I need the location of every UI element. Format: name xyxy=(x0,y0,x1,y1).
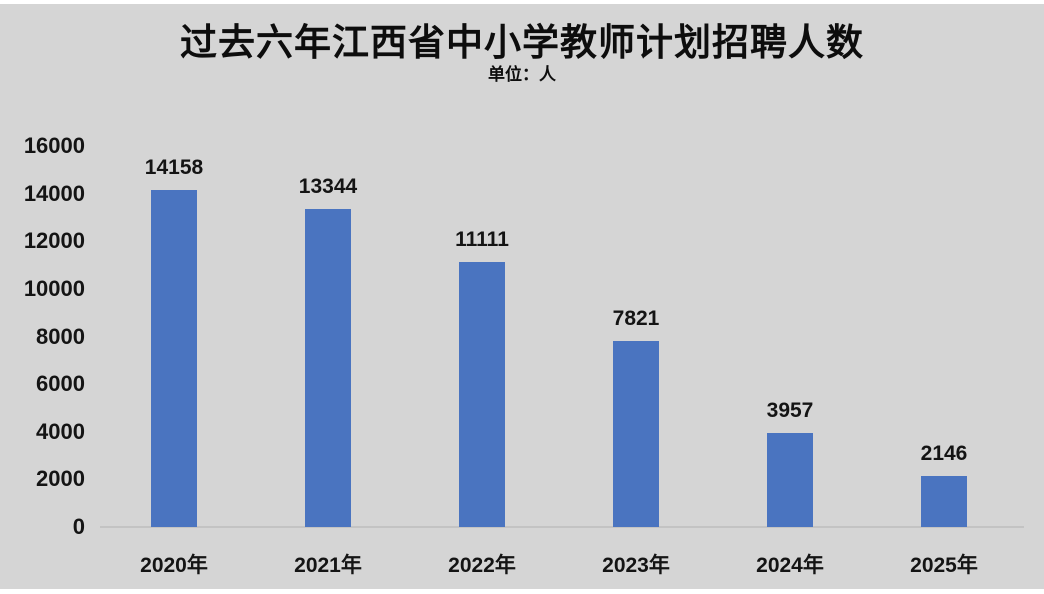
x-tick-label: 2020年 xyxy=(140,554,208,577)
y-tick-label: 2000 xyxy=(36,466,85,492)
chart-title: 过去六年江西省中小学教师计划招聘人数 xyxy=(180,22,864,63)
bar-value-label: 13344 xyxy=(298,175,358,199)
y-tick-label: 10000 xyxy=(23,275,85,301)
bar-value-label: 7821 xyxy=(612,306,660,330)
bar-value-label: 11111 xyxy=(455,228,509,252)
bar-value-label: 3957 xyxy=(766,398,814,422)
x-tick-label: 2022年 xyxy=(448,554,516,577)
y-tick-label: 6000 xyxy=(36,371,85,397)
bar-2024年 xyxy=(767,432,813,527)
y-tick-label: 8000 xyxy=(36,323,85,349)
bar-2020年 xyxy=(151,189,197,527)
bar-2021年 xyxy=(305,209,351,527)
chart-subtitle: 单位：人 xyxy=(488,65,556,84)
y-tick-label: 12000 xyxy=(23,228,85,254)
x-tick-label: 2025年 xyxy=(910,554,978,577)
bar-2025年 xyxy=(921,475,967,527)
bar-2022年 xyxy=(459,262,505,527)
bar-2023年 xyxy=(613,340,659,527)
y-tick-label: 0 xyxy=(72,514,85,539)
x-tick-label: 2023年 xyxy=(602,554,670,577)
y-tick-label: 4000 xyxy=(36,418,85,444)
y-tick-label: 16000 xyxy=(23,133,85,158)
x-tick-label: 2024年 xyxy=(756,554,824,577)
x-axis-line xyxy=(100,526,1024,528)
y-tick-label: 14000 xyxy=(23,180,85,206)
bar-value-label: 14158 xyxy=(144,155,204,179)
bar-value-label: 2146 xyxy=(920,441,968,465)
plot-area: 0 2000 4000 6000 8000 10000 12000 14000 16000 14… xyxy=(0,4,1044,589)
x-tick-label: 2021年 xyxy=(294,554,362,577)
